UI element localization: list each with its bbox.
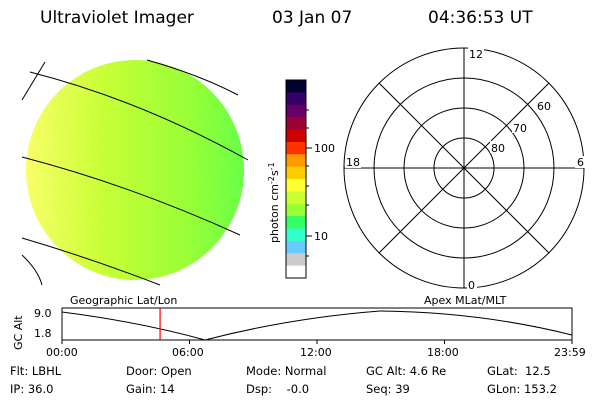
gain-field: Gain: 14 bbox=[126, 382, 175, 396]
colorbar-tick-100: 100 bbox=[314, 142, 335, 155]
time-tick-1200: 12:00 bbox=[300, 346, 332, 359]
instrument-title: Ultraviolet Imager bbox=[40, 8, 194, 28]
time-label: 04:36:53 UT bbox=[428, 8, 533, 28]
time-tick-2359: 23:59 bbox=[554, 346, 586, 359]
colorbar-segment bbox=[286, 179, 306, 192]
colorbar-segment bbox=[286, 92, 306, 106]
alt-min-label: 1.8 bbox=[34, 327, 52, 340]
colorbar-segment bbox=[286, 253, 306, 267]
colorbar-ticks bbox=[306, 109, 312, 257]
colorbar-frame bbox=[285, 79, 307, 279]
colorbar-segment bbox=[286, 265, 306, 279]
alt-max-label: 9.0 bbox=[34, 307, 52, 320]
polar-plot bbox=[343, 47, 585, 289]
door-field: Door: Open bbox=[126, 364, 192, 378]
seq-field: Seq: 39 bbox=[366, 382, 410, 396]
colorbar-segment bbox=[286, 104, 306, 118]
mode-field: Mode: Normal bbox=[246, 364, 327, 378]
colorbar-segment bbox=[286, 129, 306, 143]
time-tick-1800: 18:00 bbox=[427, 346, 459, 359]
mlt-label-0: 0 bbox=[468, 279, 475, 292]
mlt-label-6: 6 bbox=[577, 156, 584, 169]
colorbar-segment bbox=[286, 117, 306, 130]
mlt-label-12: 12 bbox=[469, 48, 483, 61]
gc-alt-field: GC Alt: 4.6 Re bbox=[366, 364, 447, 378]
lat-label-70: 70 bbox=[513, 122, 527, 135]
colorbar-tick-10: 10 bbox=[314, 230, 328, 243]
colorbar-unit-label: photon cm-2s-1 bbox=[267, 162, 281, 243]
colorbar-segment bbox=[286, 166, 306, 180]
date-label: 03 Jan 07 bbox=[272, 8, 353, 28]
altitude-curve bbox=[61, 310, 573, 341]
mlt-label-18: 18 bbox=[346, 156, 360, 169]
geographic-grid bbox=[21, 59, 249, 286]
time-tick-0000: 00:00 bbox=[46, 346, 78, 359]
glat-field: GLat: 12.5 bbox=[487, 364, 551, 378]
lat-label-60: 60 bbox=[537, 100, 551, 113]
time-tick-0600: 06:00 bbox=[172, 346, 204, 359]
colorbar-segment bbox=[286, 216, 306, 229]
filter-field: Flt: LBHL bbox=[10, 364, 62, 378]
colorbar-segment bbox=[286, 154, 306, 168]
colorbar-segment bbox=[286, 228, 306, 242]
colorbar-segment bbox=[286, 240, 306, 254]
colorbar-segment bbox=[286, 80, 306, 93]
colorbar-segment bbox=[286, 141, 306, 155]
apex-grid-label: Apex MLat/MLT bbox=[424, 294, 507, 307]
timeline-ticks bbox=[61, 340, 573, 344]
ip-field: IP: 36.0 bbox=[10, 382, 54, 396]
geographic-grid-label: Geographic Lat/Lon bbox=[70, 294, 178, 307]
dsp-field: Dsp: -0.0 bbox=[246, 382, 310, 396]
lat-label-80: 80 bbox=[491, 142, 505, 155]
uv-disk-image bbox=[26, 60, 244, 280]
colorbar-segment bbox=[286, 191, 306, 205]
colorbar bbox=[286, 80, 306, 279]
colorbar-segment bbox=[286, 203, 306, 217]
gc-alt-axis-title: GC Alt bbox=[12, 315, 25, 350]
glon-field: GLon: 153.2 bbox=[487, 382, 557, 396]
